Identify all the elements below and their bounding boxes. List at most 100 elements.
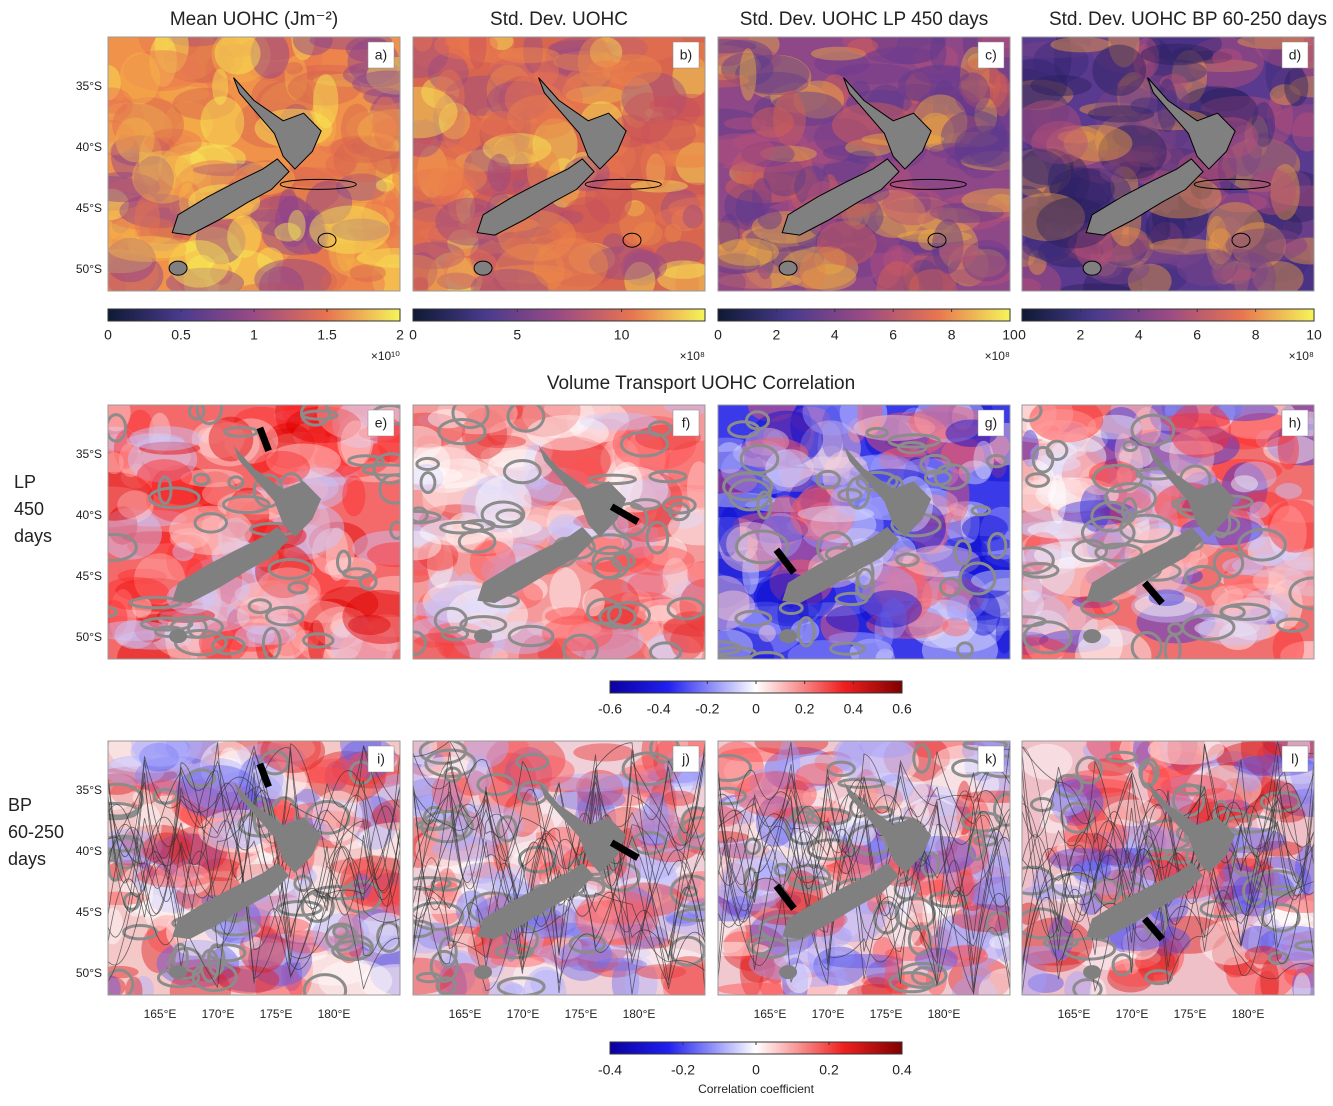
- contour-line: [1022, 783, 1314, 977]
- field-patch: [662, 790, 696, 806]
- field-patch: [134, 193, 160, 245]
- field-patch: [1263, 435, 1314, 464]
- field-patch: [537, 922, 597, 938]
- insignificant-contour: [718, 753, 753, 782]
- field-patch: [214, 37, 261, 75]
- field-patch: [898, 411, 968, 426]
- field-patch: [342, 475, 366, 517]
- field-patch: [169, 505, 253, 555]
- field-patch: [1022, 239, 1079, 264]
- field-patch: [1237, 755, 1263, 792]
- field-patch: [718, 253, 733, 267]
- field-patch: [278, 188, 299, 225]
- field-patch: [134, 156, 174, 203]
- island: [317, 232, 337, 248]
- field-patch: [168, 826, 228, 875]
- field-patch: [152, 833, 222, 877]
- land: [782, 526, 900, 604]
- field-patch: [1158, 741, 1198, 771]
- field-patch: [1027, 973, 1064, 994]
- field-patch: [959, 57, 1001, 109]
- insignificant-contour: [324, 922, 358, 952]
- island: [1082, 260, 1102, 276]
- field-patch: [443, 248, 499, 288]
- contour-line: [1022, 772, 1314, 968]
- insignificant-contour: [192, 472, 211, 487]
- field-patch: [165, 741, 220, 764]
- field-patch: [670, 623, 705, 659]
- field-patch: [481, 52, 547, 65]
- field-patch: [621, 72, 687, 125]
- field-patch: [1205, 215, 1229, 270]
- field-patch: [611, 959, 640, 995]
- insignificant-contour: [259, 749, 290, 776]
- row-label: days: [14, 526, 52, 546]
- insignificant-contour: [108, 413, 128, 443]
- insignificant-contour: [722, 471, 774, 502]
- colorbar-tick-label: 6: [889, 327, 897, 343]
- colorbar-tick-label: 2: [396, 327, 404, 343]
- field-patch: [237, 282, 305, 291]
- insignificant-contour: [496, 815, 518, 843]
- field-patch: [482, 132, 552, 165]
- field-patch: [574, 889, 659, 946]
- field-patch: [1038, 453, 1082, 481]
- field-patch: [1022, 100, 1081, 150]
- insignificant-contour: [122, 923, 159, 941]
- field-patch: [348, 614, 391, 636]
- field-patch: [1269, 185, 1314, 207]
- field-patch: [108, 192, 137, 208]
- insignificant-contour: [152, 787, 179, 805]
- colorbar-tick-label: 0.6: [892, 701, 912, 717]
- insignificant-contour: [207, 943, 247, 963]
- insignificant-contour: [264, 605, 305, 627]
- field-patch: [434, 37, 498, 60]
- field-patch: [282, 405, 306, 417]
- field-patch: [525, 505, 577, 528]
- map-background: [1022, 37, 1314, 291]
- insignificant-contour: [348, 760, 374, 785]
- field-patch: [936, 193, 1008, 231]
- field-patch: [962, 239, 1010, 282]
- field-patch: [1212, 930, 1272, 977]
- field-patch: [1087, 105, 1155, 123]
- field-patch: [643, 536, 687, 566]
- field-patch: [832, 741, 865, 772]
- field-patch: [1022, 206, 1048, 239]
- field-patch: [1223, 556, 1270, 602]
- field-patch: [814, 51, 870, 76]
- field-patch: [1246, 230, 1311, 283]
- field-patch: [632, 221, 663, 246]
- field-patch: [166, 267, 245, 291]
- field-patch: [1049, 847, 1112, 872]
- field-patch: [961, 188, 1010, 213]
- field-patch: [913, 64, 970, 85]
- insignificant-contour: [413, 630, 427, 656]
- field-patch: [552, 50, 630, 73]
- map-frame: [412, 36, 706, 292]
- colorbar-tick-label: 0: [752, 701, 760, 717]
- field-patch: [987, 193, 1010, 218]
- field-patch: [718, 222, 739, 250]
- field-patch: [504, 122, 548, 138]
- field-patch: [1171, 50, 1208, 104]
- field-patch: [495, 243, 565, 291]
- field-patch: [1022, 405, 1057, 435]
- field-patch: [602, 233, 625, 256]
- field-patch: [1222, 236, 1285, 264]
- field-patch: [1194, 618, 1260, 638]
- field-patch: [658, 260, 705, 279]
- contour-line: [413, 791, 705, 984]
- field-patch: [641, 741, 659, 774]
- field-patch: [770, 82, 827, 113]
- field-patch: [957, 80, 996, 99]
- field-patch: [479, 647, 508, 659]
- field-patch: [801, 264, 857, 291]
- field-patch: [265, 427, 330, 444]
- field-patch: [1135, 741, 1202, 778]
- field-patch: [1248, 920, 1273, 969]
- field-patch: [535, 914, 566, 932]
- field-patch: [313, 73, 339, 129]
- land: [172, 862, 290, 940]
- field-patch: [193, 163, 268, 177]
